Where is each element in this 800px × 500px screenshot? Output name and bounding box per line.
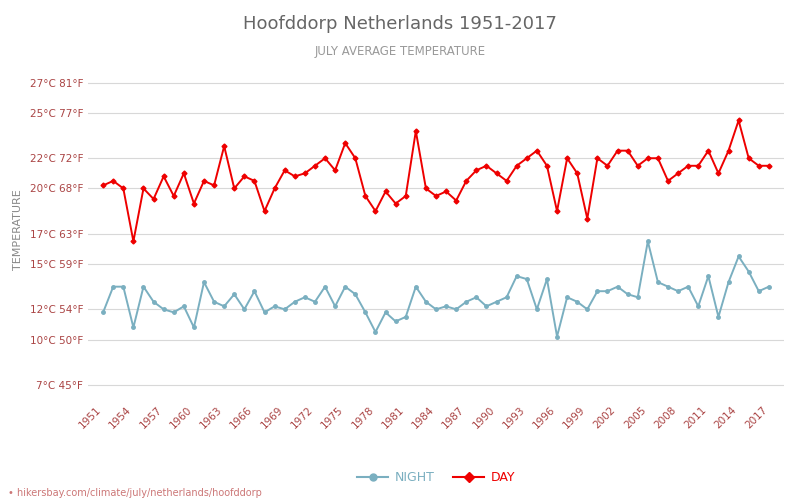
Text: Hoofddorp Netherlands 1951-2017: Hoofddorp Netherlands 1951-2017 bbox=[243, 15, 557, 33]
Text: • hikersbay.com/climate/july/netherlands/hoofddorp: • hikersbay.com/climate/july/netherlands… bbox=[8, 488, 262, 498]
Legend: NIGHT, DAY: NIGHT, DAY bbox=[352, 466, 520, 489]
Y-axis label: TEMPERATURE: TEMPERATURE bbox=[13, 190, 22, 270]
Text: JULY AVERAGE TEMPERATURE: JULY AVERAGE TEMPERATURE bbox=[314, 45, 486, 58]
